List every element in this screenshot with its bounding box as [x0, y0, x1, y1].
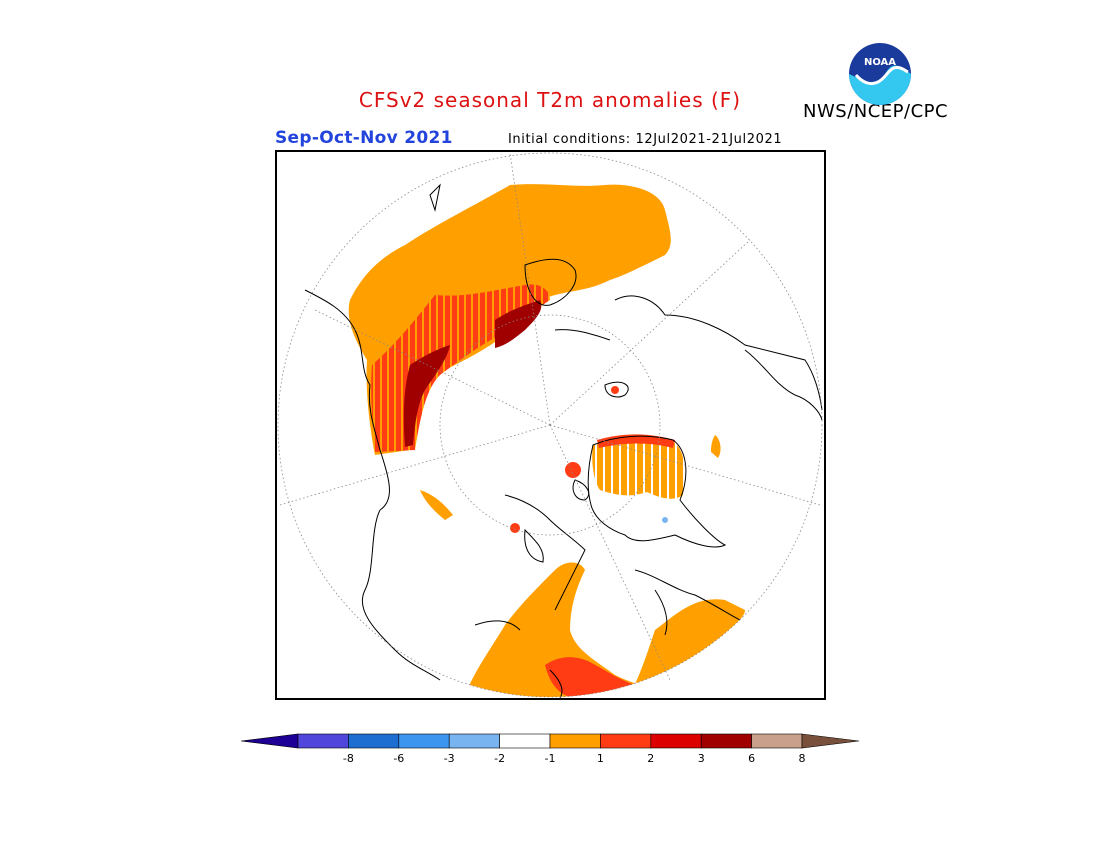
- anomaly-spot: [565, 462, 581, 478]
- colorbar: -8 -6 -3 -2 -1 1 2 3 6 8: [240, 733, 860, 765]
- org-label: NWS/NCEP/CPC: [803, 101, 949, 122]
- coastlines: [304, 183, 823, 699]
- colorbar-tick-label: 1: [597, 752, 604, 765]
- colorbar-segment: [600, 733, 652, 749]
- initial-conditions-label: Initial conditions: 12Jul2021-21Jul2021: [508, 132, 783, 147]
- anomaly-siberia-darkred: [403, 300, 542, 447]
- colorbar-arrow-high: [801, 733, 860, 749]
- colorbar-segment: [700, 733, 752, 749]
- logo-text: NOAA: [864, 57, 896, 68]
- noaa-logo: NOAA: [849, 43, 911, 105]
- anomaly-spot-blue: [662, 517, 668, 523]
- anomaly-north-america: [465, 562, 745, 697]
- colorbar-segment: [499, 733, 551, 749]
- season-label: Sep-Oct-Nov 2021: [275, 128, 453, 148]
- colorbar-segment: [549, 733, 601, 749]
- graticule: [277, 152, 823, 698]
- polar-map: [275, 150, 826, 700]
- colorbar-tick-label: -6: [393, 752, 404, 765]
- colorbar-tick-label: -1: [545, 752, 556, 765]
- colorbar-tick-label: -8: [343, 752, 354, 765]
- colorbar-segment: [398, 733, 450, 749]
- colorbar-tick-label: -2: [494, 752, 505, 765]
- colorbar-arrow-low: [240, 733, 299, 749]
- colorbar-tick-label: 8: [799, 752, 806, 765]
- colorbar-tick-label: 6: [748, 752, 755, 765]
- colorbar-segment: [448, 733, 500, 749]
- colorbar-segment: [650, 733, 702, 749]
- anomaly-usa-red: [545, 657, 635, 697]
- chart-title: CFSv2 seasonal T2m anomalies (F): [358, 88, 742, 112]
- colorbar-tick-label: -3: [444, 752, 455, 765]
- colorbar-segment: [348, 733, 400, 749]
- colorbar-segment: [297, 733, 349, 749]
- colorbar-tick-label: 2: [647, 752, 654, 765]
- map-frame: [275, 150, 826, 700]
- anomaly-europe: [420, 435, 721, 520]
- colorbar-tick-label: 3: [698, 752, 705, 765]
- anomaly-spot: [611, 386, 619, 394]
- anomaly-spot: [510, 523, 520, 533]
- anomaly-greenland: [592, 437, 685, 499]
- colorbar-segment: [751, 733, 803, 749]
